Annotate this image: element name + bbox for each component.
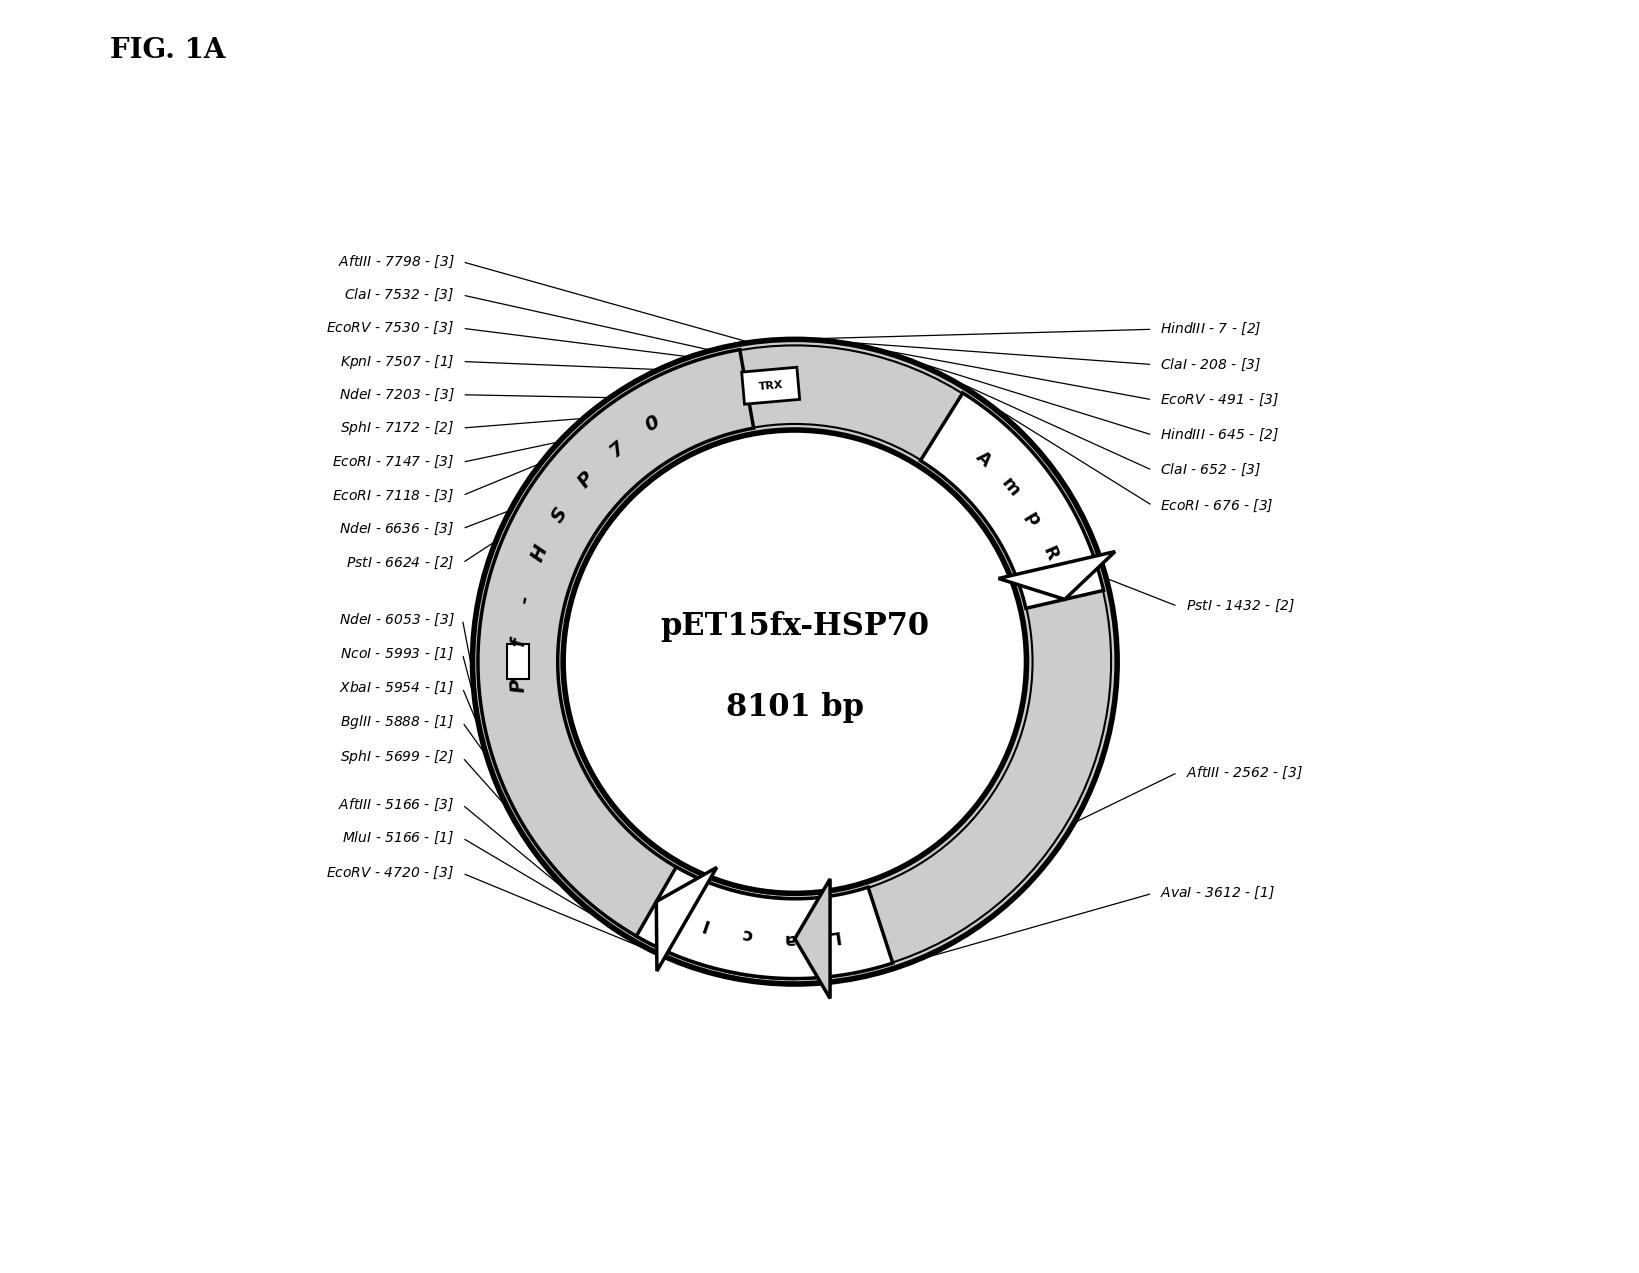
Text: $\it{Cla}$I - 652 - [3]: $\it{Cla}$I - 652 - [3] bbox=[1160, 462, 1260, 479]
Polygon shape bbox=[472, 340, 1116, 984]
Text: H: H bbox=[528, 542, 551, 565]
Text: $\it{Aft}$III - 5166 - [3]: $\it{Aft}$III - 5166 - [3] bbox=[338, 797, 454, 813]
Polygon shape bbox=[795, 878, 829, 998]
Text: $\it{Cla}$I - 7532 - [3]: $\it{Cla}$I - 7532 - [3] bbox=[344, 286, 454, 303]
Text: I: I bbox=[698, 914, 710, 933]
Text: A: A bbox=[972, 448, 995, 471]
Polygon shape bbox=[741, 368, 800, 405]
Text: $\it{Mlu}$I - 5166 - [1]: $\it{Mlu}$I - 5166 - [1] bbox=[343, 830, 454, 847]
Text: P: P bbox=[508, 679, 529, 694]
Text: L: L bbox=[826, 927, 839, 946]
Text: $\it{Pst}$I - 1432 - [2]: $\it{Pst}$I - 1432 - [2] bbox=[1185, 598, 1293, 615]
Text: $\it{Nde}$I - 6636 - [3]: $\it{Nde}$I - 6636 - [3] bbox=[339, 521, 454, 537]
Text: $\it{Eco}$RV - 7530 - [3]: $\it{Eco}$RV - 7530 - [3] bbox=[326, 320, 454, 336]
Text: pET15fx-HSP70: pET15fx-HSP70 bbox=[661, 611, 929, 642]
Text: $\it{Kpn}$I - 7507 - [1]: $\it{Kpn}$I - 7507 - [1] bbox=[339, 353, 454, 370]
Text: $\it{Eco}$RV - 4720 - [3]: $\it{Eco}$RV - 4720 - [3] bbox=[326, 866, 454, 881]
Text: FIG. 1A: FIG. 1A bbox=[110, 37, 225, 64]
Text: $\it{Nco}$I - 5993 - [1]: $\it{Nco}$I - 5993 - [1] bbox=[339, 645, 454, 662]
Text: $\it{Bgl}$II - 5888 - [1]: $\it{Bgl}$II - 5888 - [1] bbox=[339, 713, 454, 731]
Text: R: R bbox=[1037, 544, 1060, 563]
Text: 8101 bp: 8101 bp bbox=[726, 691, 864, 723]
Polygon shape bbox=[919, 393, 1103, 608]
Text: $\it{Aft}$III - 2562 - [3]: $\it{Aft}$III - 2562 - [3] bbox=[1185, 764, 1301, 780]
Text: $\it{Ava}$I - 3612 - [1]: $\it{Ava}$I - 3612 - [1] bbox=[1160, 885, 1275, 901]
Text: 7: 7 bbox=[605, 438, 628, 461]
Text: $\it{Eco}$RV - 491 - [3]: $\it{Eco}$RV - 491 - [3] bbox=[1160, 392, 1278, 407]
Text: $\it{Eco}$RI - 7118 - [3]: $\it{Eco}$RI - 7118 - [3] bbox=[331, 488, 454, 504]
Polygon shape bbox=[636, 867, 892, 979]
Polygon shape bbox=[477, 350, 795, 979]
Text: $\it{Sph}$I - 5699 - [2]: $\it{Sph}$I - 5699 - [2] bbox=[339, 749, 454, 766]
Text: $\it{Pst}$I - 6624 - [2]: $\it{Pst}$I - 6624 - [2] bbox=[346, 555, 454, 572]
Text: $\it{Xba}$I - 5954 - [1]: $\it{Xba}$I - 5954 - [1] bbox=[339, 680, 454, 696]
Polygon shape bbox=[656, 867, 716, 971]
Text: $\it{Sph}$I - 7172 - [2]: $\it{Sph}$I - 7172 - [2] bbox=[339, 419, 454, 437]
Polygon shape bbox=[998, 551, 1115, 600]
Text: a: a bbox=[783, 929, 795, 947]
Polygon shape bbox=[506, 644, 528, 680]
Text: $\it{Eco}$RI - 7147 - [3]: $\it{Eco}$RI - 7147 - [3] bbox=[331, 454, 454, 471]
Text: P: P bbox=[574, 468, 597, 491]
Text: $\it{Eco}$RI - 676 - [3]: $\it{Eco}$RI - 676 - [3] bbox=[1160, 498, 1274, 514]
Text: c: c bbox=[739, 924, 752, 945]
Text: $\it{Cla}$I - 208 - [3]: $\it{Cla}$I - 208 - [3] bbox=[1160, 356, 1260, 373]
Text: p: p bbox=[1021, 509, 1042, 530]
Text: TRX: TRX bbox=[757, 379, 783, 392]
Text: $\it{Hind}$III - 645 - [2]: $\it{Hind}$III - 645 - [2] bbox=[1160, 426, 1278, 443]
Text: S: S bbox=[547, 504, 572, 526]
Text: $\it{Aft}$III - 7798 - [3]: $\it{Aft}$III - 7798 - [3] bbox=[338, 253, 454, 270]
Text: m: m bbox=[997, 475, 1023, 500]
Text: $\it{Hind}$III - 7 - [2]: $\it{Hind}$III - 7 - [2] bbox=[1160, 321, 1262, 337]
Text: f: f bbox=[508, 638, 528, 647]
Text: -: - bbox=[515, 593, 534, 606]
Text: $\it{Nde}$I - 7203 - [3]: $\it{Nde}$I - 7203 - [3] bbox=[338, 387, 454, 402]
Text: $\it{Nde}$I - 6053 - [3]: $\it{Nde}$I - 6053 - [3] bbox=[338, 611, 454, 628]
Text: 0: 0 bbox=[641, 412, 662, 435]
